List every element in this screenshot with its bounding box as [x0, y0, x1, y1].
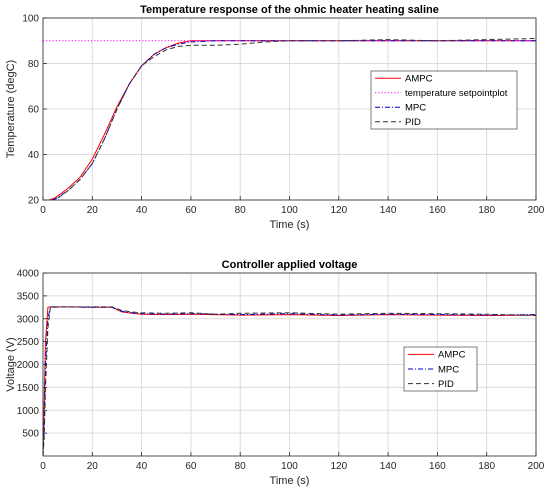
- y-tick-label: 3000: [17, 314, 40, 325]
- x-tick-label: 160: [429, 205, 446, 216]
- x-tick-label: 40: [136, 461, 148, 472]
- legend: AMPC MPC PID: [403, 346, 478, 392]
- y-tick-label: 1500: [17, 383, 40, 394]
- legend-entry: PID: [438, 379, 454, 390]
- chart-title: Controller applied voltage: [222, 259, 358, 271]
- y-axis-label: Temperature (degC): [5, 60, 17, 158]
- x-tick-label: 200: [528, 461, 545, 472]
- x-tick-label: 60: [185, 205, 197, 216]
- chart-title: Temperature response of the ohmic heater…: [140, 4, 439, 16]
- series-line-ampc: [43, 306, 536, 456]
- x-axis-label: Time (s): [270, 475, 310, 487]
- y-tick-label: 2500: [17, 337, 40, 348]
- y-tick-label: 500: [22, 429, 39, 440]
- x-tick-label: 0: [40, 461, 46, 472]
- y-tick-label: 100: [22, 14, 39, 25]
- x-tick-label: 200: [528, 205, 545, 216]
- legend: AMPC temperature setpointplot MPC PID: [370, 70, 518, 130]
- x-tick-label: 20: [87, 461, 99, 472]
- y-tick-label: 4000: [17, 269, 40, 280]
- chart-2: 0 20 40 60 80 100 120 140 160 180 200 500 1000 1500 20…: [5, 259, 545, 487]
- chart-1: 0 20 40 60 80 100 120 140 160 180 20020406080100Te…: [5, 4, 545, 231]
- y-tick-label: 1000: [17, 406, 40, 417]
- x-tick-label: 80: [235, 461, 247, 472]
- x-tick-label: 0: [40, 205, 46, 216]
- x-tick-label: 60: [185, 461, 197, 472]
- x-tick-label: 20: [87, 205, 99, 216]
- x-tick-label: 140: [380, 461, 397, 472]
- legend-entry: AMPC: [405, 74, 433, 85]
- series-line-pid: [43, 306, 536, 456]
- x-tick-label: 40: [136, 205, 148, 216]
- legend-entry: MPC: [405, 103, 426, 114]
- x-tick-label: 180: [478, 461, 495, 472]
- series-line-pid: [52, 38, 536, 200]
- legend-entry: PID: [405, 117, 421, 128]
- x-tick-label: 100: [281, 205, 298, 216]
- x-tick-label: 160: [429, 461, 446, 472]
- y-tick-label: 20: [28, 196, 40, 207]
- y-tick-label: 80: [28, 59, 40, 70]
- x-tick-label: 100: [281, 461, 298, 472]
- y-tick-label: 2000: [17, 360, 40, 371]
- x-tick-label: 180: [478, 205, 495, 216]
- y-tick-label: 60: [28, 105, 40, 116]
- y-axis-label: Voltage (V): [5, 337, 17, 391]
- x-tick-label: 120: [330, 205, 347, 216]
- legend-entry: MPC: [438, 364, 459, 375]
- x-tick-label: 140: [380, 205, 397, 216]
- y-tick-label: 3500: [17, 291, 40, 302]
- x-tick-label: 120: [330, 461, 347, 472]
- x-axis-label: Time (s): [270, 219, 310, 231]
- legend-box: [370, 70, 518, 130]
- y-tick-label: 40: [28, 150, 40, 161]
- legend-entry: temperature setpointplot: [405, 88, 508, 99]
- x-tick-label: 80: [235, 205, 247, 216]
- legend-entry: AMPC: [438, 350, 466, 361]
